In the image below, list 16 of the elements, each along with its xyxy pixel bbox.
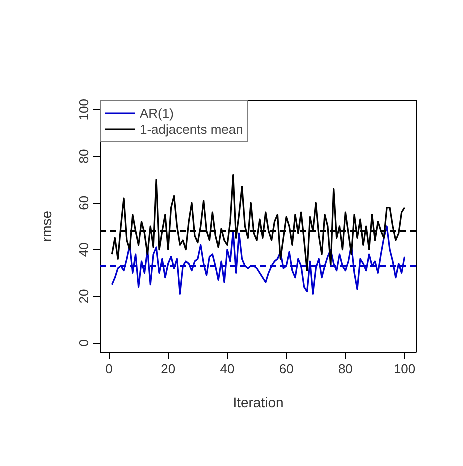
- x-tick-label: 40: [220, 362, 235, 376]
- y-tick-label: 20: [76, 289, 92, 304]
- y-axis-title: rmse: [38, 210, 54, 242]
- y-tick-label: 40: [76, 242, 92, 258]
- y-tick-label: 0: [76, 340, 92, 347]
- y-tick-label: 60: [76, 196, 92, 210]
- x-tick-label: 80: [338, 362, 353, 376]
- legend-label: 1-adjacents mean: [140, 121, 244, 137]
- x-tick-label: 60: [279, 362, 294, 376]
- x-tick-label: 0: [106, 362, 113, 376]
- y-tick-label: 100: [76, 98, 92, 121]
- y-tick-label: 80: [76, 149, 92, 164]
- x-tick-label: 100: [394, 362, 416, 376]
- x-axis-title: Iteration: [233, 394, 284, 410]
- x-tick-label: 20: [161, 362, 176, 376]
- legend-label: AR(1): [140, 105, 174, 121]
